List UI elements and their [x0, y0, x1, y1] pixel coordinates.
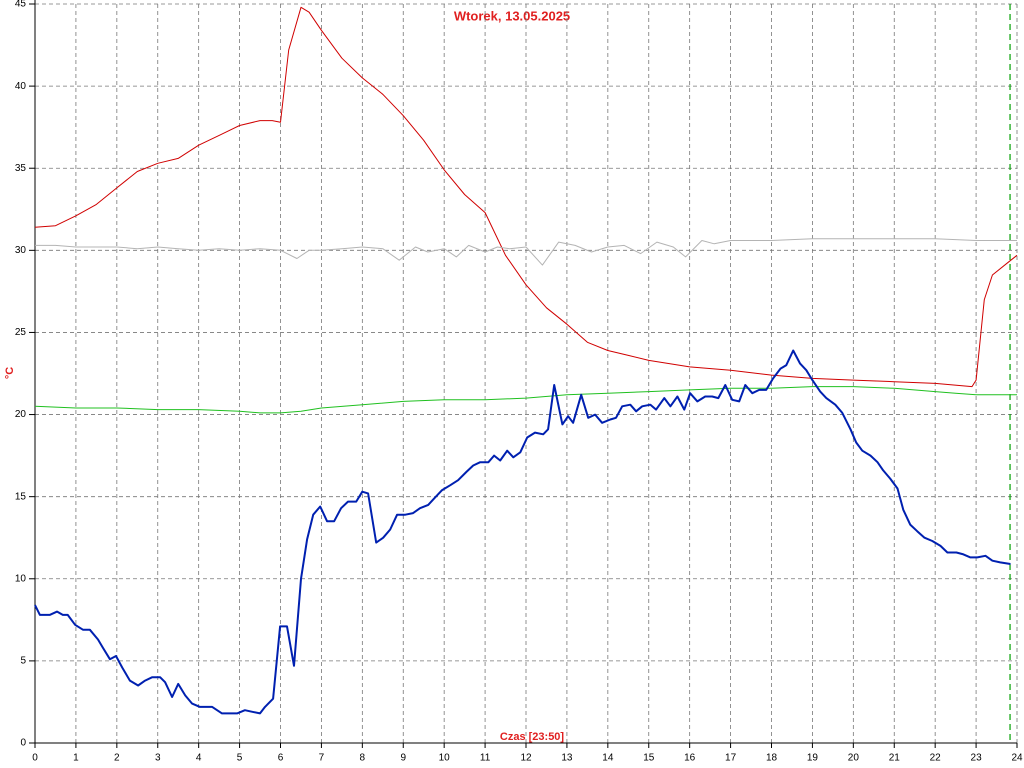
x-tick-label: 0	[32, 753, 38, 764]
y-tick-label: 0	[20, 738, 26, 749]
y-tick-label: 30	[15, 245, 27, 256]
x-tick-label: 12	[520, 753, 532, 764]
y-tick-label: 40	[15, 81, 27, 92]
x-tick-label: 4	[196, 753, 202, 764]
y-axis-label: °C	[4, 367, 16, 379]
series-line	[34, 6, 1018, 388]
x-tick-label: 10	[439, 753, 451, 764]
x-tick-label: 22	[930, 753, 942, 764]
x-tick-label: 15	[643, 753, 655, 764]
x-tick-label: 2	[114, 753, 120, 764]
y-tick-label: 20	[15, 409, 27, 420]
x-axis-label: Czas [23:50]	[500, 731, 565, 743]
y-tick-label: 25	[15, 327, 27, 338]
series-line	[34, 349, 1011, 715]
x-tick-label: 18	[766, 753, 778, 764]
x-tick-label: 3	[155, 753, 161, 764]
y-tick-label: 45	[15, 0, 27, 10]
x-tick-label: 20	[848, 753, 860, 764]
x-tick-label: 5	[237, 753, 243, 764]
x-tick-label: 19	[807, 753, 819, 764]
x-tick-label: 24	[1011, 753, 1023, 764]
y-tick-label: 15	[15, 491, 27, 502]
x-tick-label: 14	[602, 753, 614, 764]
x-tick-label: 6	[278, 753, 284, 764]
x-tick-label: 13	[561, 753, 573, 764]
x-tick-label: 9	[400, 753, 406, 764]
x-tick-label: 16	[684, 753, 696, 764]
x-tick-label: 21	[889, 753, 901, 764]
x-tick-label: 7	[319, 753, 325, 764]
x-tick-label: 17	[725, 753, 737, 764]
series-line	[35, 238, 1017, 266]
y-tick-label: 35	[15, 163, 27, 174]
x-tick-label: 23	[971, 753, 983, 764]
x-tick-label: 11	[480, 753, 491, 764]
x-tick-label: 1	[73, 753, 79, 764]
series-line	[34, 386, 1017, 414]
chart-title: Wtorek, 13.05.2025	[454, 8, 570, 23]
y-tick-label: 5	[20, 656, 26, 667]
y-tick-label: 10	[15, 573, 27, 584]
x-tick-label: 8	[360, 753, 366, 764]
